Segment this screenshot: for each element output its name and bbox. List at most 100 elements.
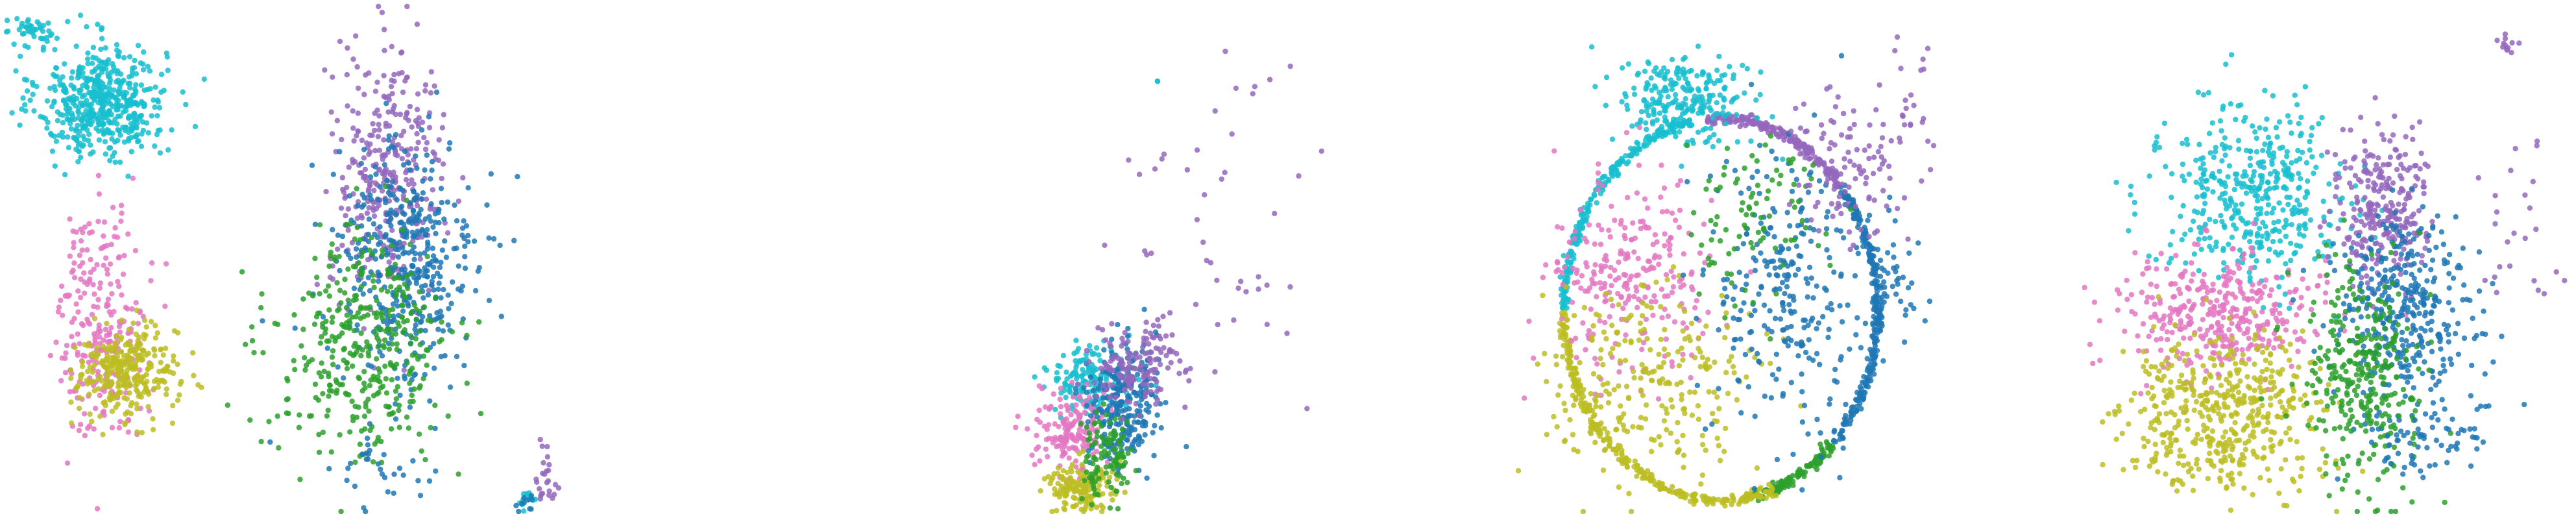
scatter-point-purple bbox=[1140, 381, 1146, 388]
scatter-point-cyan bbox=[1086, 343, 1093, 349]
scatter-point-cyan bbox=[1060, 352, 1067, 358]
scatter-point-green bbox=[336, 254, 342, 260]
scatter-point-olive bbox=[1076, 450, 1082, 457]
scatter-point-cyan bbox=[1592, 84, 1598, 90]
scatter-point-pink bbox=[1700, 330, 1706, 336]
scatter-point-olive bbox=[119, 317, 125, 323]
scatter-point-olive bbox=[1076, 480, 1082, 486]
scatter-point-pink bbox=[1667, 252, 1673, 258]
scatter-point-olive bbox=[91, 315, 98, 321]
scatter-point-blue bbox=[1154, 412, 1160, 418]
scatter-point-blue bbox=[1158, 425, 1164, 431]
scatter-point-cyan bbox=[1699, 108, 1705, 115]
scatter-point-green bbox=[1091, 486, 1097, 492]
scatter-point-blue bbox=[379, 353, 385, 359]
scatter-point-blue bbox=[383, 101, 389, 106]
scatter-point-purple bbox=[1126, 157, 1132, 163]
scatter-point-pink bbox=[1559, 316, 1565, 322]
scatter-point-purple bbox=[330, 74, 335, 80]
scatter-point-blue bbox=[465, 185, 471, 191]
scatter-point-purple bbox=[460, 175, 466, 180]
scatter-point-blue bbox=[376, 241, 382, 247]
scatter-point-pink bbox=[1622, 281, 1628, 287]
scatter-point-pink bbox=[1603, 298, 1609, 304]
scatter-point-cyan bbox=[524, 491, 530, 497]
scatter-point-green bbox=[358, 352, 364, 359]
scatter-point-purple bbox=[1102, 242, 1108, 248]
scatter-point-cyan bbox=[95, 93, 101, 99]
scatter-point-pink bbox=[59, 355, 66, 361]
scatter-point-pink bbox=[91, 303, 97, 310]
scatter-point-pink bbox=[77, 341, 82, 347]
scatter-point-olive bbox=[109, 379, 115, 385]
scatter-point-pink bbox=[1093, 449, 1100, 454]
scatter-point-green bbox=[1113, 488, 1120, 495]
scatter-point-green bbox=[369, 251, 375, 257]
scatter-point-purple bbox=[361, 155, 367, 161]
scatter-point-olive bbox=[114, 365, 119, 371]
scatter-point-green bbox=[328, 449, 334, 455]
scatter-point-blue bbox=[355, 203, 361, 209]
scatter-point-cyan bbox=[1672, 92, 1679, 98]
scatter-point-purple bbox=[385, 109, 391, 115]
scatter-point-green bbox=[396, 408, 402, 413]
scatter-point-green bbox=[364, 344, 370, 350]
scatter-point-green bbox=[344, 360, 350, 366]
scatter-point-cyan bbox=[126, 136, 132, 142]
scatter-point-pink bbox=[112, 234, 117, 240]
scatter-point-olive bbox=[141, 317, 148, 323]
scatter-point-cyan bbox=[20, 95, 26, 101]
scatter-point-green bbox=[359, 249, 366, 255]
scatter-point-cyan bbox=[125, 173, 131, 179]
scatter-point-blue bbox=[445, 322, 451, 328]
scatter-point-cyan bbox=[1588, 44, 1595, 50]
scatter-point-green bbox=[394, 341, 400, 347]
scatter-point-blue bbox=[363, 456, 369, 462]
scatter-point-purple bbox=[430, 187, 435, 193]
scatter-point-blue bbox=[447, 140, 453, 146]
scatter-point-purple bbox=[1202, 192, 1208, 198]
scatter-point-cyan bbox=[1669, 86, 1675, 92]
scatter-point-green bbox=[402, 281, 407, 287]
scatter-point-cyan bbox=[1655, 71, 1660, 77]
scatter-point-purple bbox=[555, 485, 562, 491]
scatter-point-blue bbox=[428, 201, 434, 207]
scatter-point-purple bbox=[435, 157, 442, 164]
scatter-point-cyan bbox=[16, 27, 22, 32]
scatter-point-green bbox=[355, 310, 361, 316]
scatter-point-pink bbox=[1747, 269, 1754, 275]
scatter-point-pink bbox=[1057, 396, 1063, 402]
scatter-point-cyan bbox=[1671, 116, 1677, 122]
scatter-point-purple bbox=[1133, 401, 1139, 407]
scatter-point-pink bbox=[1061, 451, 1067, 457]
scatter-point-purple bbox=[1219, 176, 1224, 182]
scatter-point-blue bbox=[363, 508, 369, 515]
scatter-point-green bbox=[432, 402, 438, 408]
scatter-point-olive bbox=[158, 346, 164, 352]
scatter-point-green bbox=[339, 330, 345, 336]
scatter-point-cyan bbox=[1623, 161, 1630, 167]
scatter-point-pink bbox=[1050, 440, 1056, 446]
scatter-point-cyan bbox=[183, 101, 189, 108]
scatter-point-green bbox=[407, 368, 413, 374]
scatter-point-cyan bbox=[1671, 80, 1677, 86]
scatter-point-olive bbox=[1575, 387, 1581, 393]
scatter-point-cyan bbox=[1734, 112, 1740, 117]
scatter-point-purple bbox=[1145, 369, 1151, 375]
scatter-point-purple bbox=[322, 67, 328, 73]
scatter-point-blue bbox=[1151, 452, 1157, 459]
scatter-point-cyan bbox=[106, 74, 112, 80]
scatter-point-olive bbox=[1099, 508, 1105, 515]
scatter-point-purple bbox=[345, 45, 350, 51]
scatter-point-pink bbox=[1058, 386, 1063, 391]
scatter-point-olive bbox=[132, 364, 139, 369]
scatter-point-blue bbox=[401, 373, 407, 379]
scatter-point-cyan bbox=[80, 82, 86, 89]
scatter-point-cyan bbox=[140, 67, 147, 73]
scatter-point-purple bbox=[389, 77, 395, 83]
scatter-point-cyan bbox=[117, 113, 123, 119]
scatter-point-green bbox=[356, 260, 362, 265]
scatter-point-green bbox=[379, 315, 385, 321]
scatter-point-pink bbox=[1662, 293, 1668, 299]
scatter-point-olive bbox=[1702, 493, 1708, 499]
